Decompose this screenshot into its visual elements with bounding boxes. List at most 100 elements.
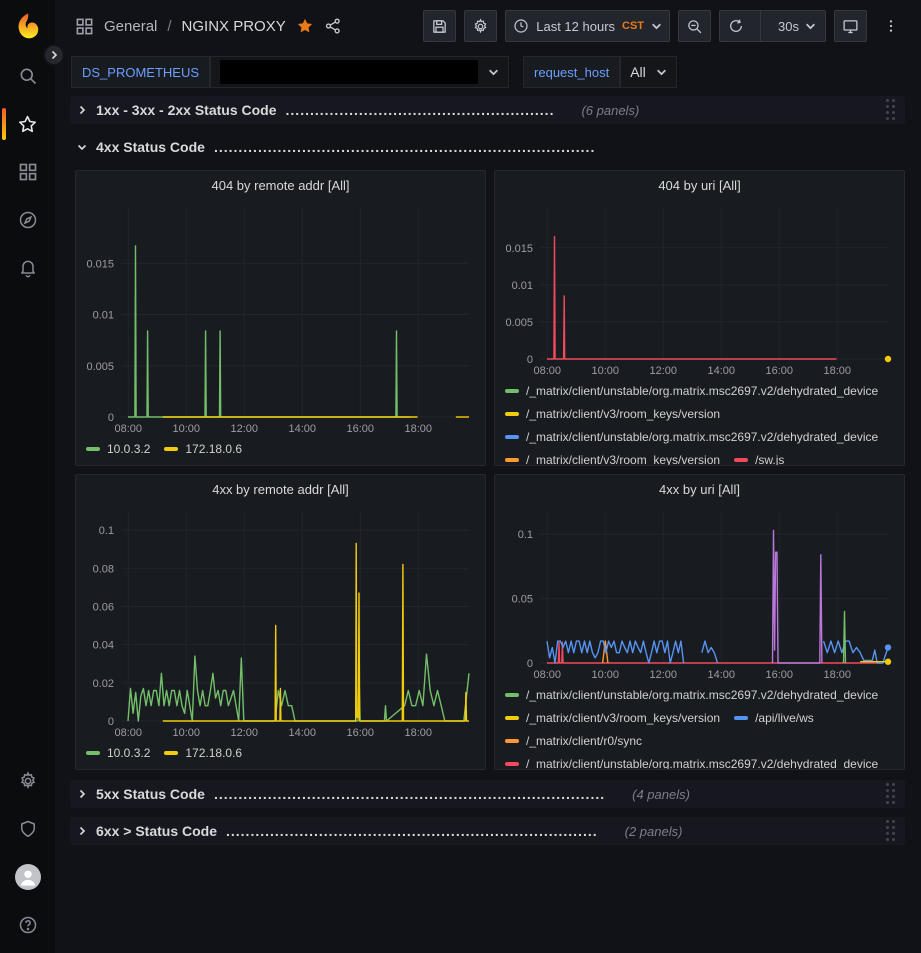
row-6xx[interactable]: 6xx > Status Code ......................…: [70, 817, 905, 845]
sidebar: [0, 0, 55, 953]
svg-text:18:00: 18:00: [404, 727, 432, 739]
time-series-chart[interactable]: 0 0.005 0.01 0.015 08:00 10:00 12:00 14:00 16:00…: [81, 199, 481, 437]
svg-text:08:00: 08:00: [114, 727, 142, 739]
svg-text:0.1: 0.1: [98, 525, 113, 537]
legend-label: /_matrix/client/r0/sync: [526, 734, 643, 748]
refresh-button[interactable]: [720, 11, 752, 41]
refresh-group: 30s: [719, 10, 826, 42]
svg-text:0.005: 0.005: [86, 361, 114, 373]
variable-datasource: DS_PROMETHEUS: [71, 56, 510, 88]
breadcrumb-folder[interactable]: General: [104, 17, 158, 35]
svg-text:16:00: 16:00: [346, 423, 374, 435]
legend-item[interactable]: /_matrix/client/v3/room_keys/version: [505, 449, 720, 465]
row-drag-handle[interactable]: [886, 820, 898, 842]
dashboard-settings-button[interactable]: [464, 10, 498, 42]
sidebar-item-profile[interactable]: [0, 853, 55, 901]
sidebar-item-help[interactable]: [0, 901, 55, 949]
panel-title[interactable]: 404 by uri [All]: [658, 177, 741, 193]
legend-item[interactable]: /_matrix/client/v3/room_keys/version: [505, 707, 720, 729]
legend-item[interactable]: /_matrix/client/unstable/org.matrix.msc2…: [505, 380, 878, 402]
row-4xx[interactable]: 4xx Status Code ........................…: [70, 133, 905, 161]
legend-item[interactable]: /_matrix/client/unstable/org.matrix.msc2…: [505, 684, 878, 706]
row-title: 4xx Status Code: [96, 139, 205, 155]
panel-title[interactable]: 404 by remote addr [All]: [211, 177, 350, 193]
time-range-picker[interactable]: Last 12 hours CST: [505, 10, 671, 42]
apps-grid-icon[interactable]: [75, 17, 94, 36]
sidebar-item-server-admin[interactable]: [0, 805, 55, 853]
tv-mode-button[interactable]: [834, 10, 867, 42]
grafana-logo[interactable]: [0, 0, 55, 52]
chevron-right-icon: [79, 826, 86, 836]
more-options-button[interactable]: [875, 10, 907, 42]
legend-label: 172.18.0.6: [185, 442, 243, 456]
legend-item[interactable]: /api/live/ws: [734, 707, 814, 729]
chevron-down-icon: [652, 23, 662, 29]
svg-text:08:00: 08:00: [114, 423, 142, 435]
svg-text:0.1: 0.1: [517, 529, 532, 541]
favorite-star-icon[interactable]: [296, 17, 314, 35]
legend-item[interactable]: /_matrix/client/unstable/org.matrix.msc2…: [505, 426, 878, 448]
sidebar-item-dashboards[interactable]: [0, 148, 55, 196]
sidebar-item-starred[interactable]: [0, 100, 55, 148]
legend-item[interactable]: /sw.js: [734, 449, 784, 465]
time-series-chart[interactable]: 0 0.05 0.1 08:00 10:00 12:00 14:00 16:00 18:00: [500, 503, 900, 683]
row-panel-count: (6 panels): [581, 102, 640, 118]
time-series-chart[interactable]: 0 0.005 0.01 0.015 08:00 10:00 12:00 14:00 16:00…: [500, 199, 900, 379]
chevron-down-icon: [77, 144, 87, 151]
refresh-interval-dropdown[interactable]: 30s: [769, 19, 825, 34]
legend-swatch: [505, 762, 519, 766]
chevron-down-icon: [489, 69, 499, 75]
legend-item[interactable]: 10.0.3.2: [86, 438, 150, 460]
legend-item[interactable]: /_matrix/client/unstable/org.matrix.msc2…: [505, 753, 878, 769]
grafana-flame-icon: [18, 13, 38, 39]
svg-text:12:00: 12:00: [230, 423, 258, 435]
legend-label: /sw.js: [755, 453, 785, 465]
row-leader-dots: ........................................…: [226, 823, 598, 839]
svg-text:0: 0: [107, 412, 113, 424]
clock-icon: [514, 19, 528, 33]
zoom-out-button[interactable]: [678, 10, 712, 42]
row-drag-handle[interactable]: [886, 783, 898, 805]
legend-swatch: [86, 447, 100, 451]
dashboards-grid-icon: [19, 163, 36, 181]
sidebar-item-configuration[interactable]: [0, 757, 55, 805]
header-actions: Last 12 hours CST: [423, 10, 907, 42]
legend-item[interactable]: /_matrix/client/v3/room_keys/version: [505, 403, 720, 425]
row-leader-dots: ........................................…: [213, 139, 596, 155]
share-icon[interactable]: [324, 17, 342, 35]
legend-item[interactable]: 172.18.0.6: [164, 438, 242, 460]
sidebar-item-explore[interactable]: [0, 196, 55, 244]
variable-datasource-select[interactable]: [210, 56, 510, 88]
panel-4xx-by-remote-addr: 4xx by remote addr [All] 0 0.02 0.04 0.06 0.…: [75, 474, 486, 770]
monitor-icon: [843, 19, 858, 33]
svg-text:18:00: 18:00: [823, 669, 851, 681]
legend-item[interactable]: 10.0.3.2: [86, 742, 150, 764]
row-drag-handle[interactable]: [886, 99, 898, 121]
row-1xx-3xx-2xx[interactable]: 1xx - 3xx - 2xx Status Code ............…: [70, 96, 905, 124]
page-title[interactable]: NGINX PROXY: [181, 17, 286, 35]
svg-text:08:00: 08:00: [533, 365, 561, 377]
svg-text:0.015: 0.015: [86, 258, 114, 270]
sidebar-item-alerting[interactable]: [0, 244, 55, 292]
svg-text:10:00: 10:00: [591, 365, 619, 377]
svg-text:0.04: 0.04: [92, 640, 113, 652]
legend-label: /_matrix/client/unstable/org.matrix.msc2…: [526, 757, 879, 769]
panel-title[interactable]: 4xx by uri [All]: [659, 481, 740, 497]
save-floppy-icon: [433, 19, 447, 33]
row-panel-count: (4 panels): [632, 786, 690, 802]
bell-icon: [20, 260, 35, 278]
panel-title[interactable]: 4xx by remote addr [All]: [212, 481, 349, 497]
legend-item[interactable]: /_matrix/client/r0/sync: [505, 730, 642, 752]
variable-request-host-select[interactable]: All: [620, 56, 677, 88]
variable-request-host-label: request_host: [523, 56, 621, 88]
time-series-chart[interactable]: 0 0.02 0.04 0.06 0.08 0.1 08:00 10:00 12:00 14:00…: [81, 503, 481, 741]
legend-label: /_matrix/client/v3/room_keys/version: [526, 407, 721, 421]
sidebar-item-search[interactable]: [0, 52, 55, 100]
save-dashboard-button[interactable]: [423, 10, 457, 42]
expand-sidebar-button[interactable]: [43, 44, 65, 66]
chevron-right-icon: [51, 50, 58, 60]
legend-label: /_matrix/client/unstable/org.matrix.msc2…: [526, 430, 879, 444]
row-leader-dots: ........................................…: [213, 786, 606, 802]
legend-item[interactable]: 172.18.0.6: [164, 742, 242, 764]
row-5xx[interactable]: 5xx Status Code ........................…: [70, 780, 905, 808]
